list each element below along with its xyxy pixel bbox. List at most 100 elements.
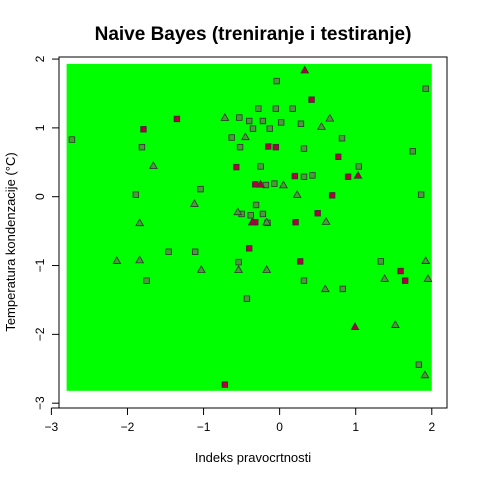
data-point-square [143,277,150,284]
data-point-square [249,125,257,132]
data-point-square [272,105,280,112]
data-point-triangle [262,265,272,273]
data-point-square [355,163,362,170]
data-point-triangle [390,320,400,328]
data-point-square [291,172,299,180]
data-point-triangle [350,322,360,331]
data-point-square [335,153,342,160]
data-point-square [401,277,409,284]
data-point-square [165,248,172,255]
data-point-square [297,120,305,127]
data-point-triangle [233,207,243,216]
data-point-square [191,248,199,255]
decision-region [66,63,432,391]
data-point-triangle [380,274,390,282]
data-point-triangle [112,256,122,264]
data-point-triangle [135,218,145,227]
data-point-square [308,96,315,103]
data-point-square [259,210,267,218]
data-point-square [257,163,264,170]
data-point-square [132,191,140,198]
data-point-triangle [262,217,272,226]
data-point-square [68,136,76,143]
y-tick-label: 2 [33,55,47,62]
data-point-triangle [256,179,266,188]
y-axis-label: Temperatura kondenzacije (°C) [3,152,18,331]
data-point-square [292,218,299,226]
y-tick-label: −1 [33,258,47,272]
data-point-square [247,212,254,219]
y-tick-label: 0 [33,193,47,200]
x-tick-label: 2 [428,420,435,434]
data-point-triangle [278,180,288,189]
data-point-square [173,115,181,123]
data-point-triangle [292,190,302,198]
x-tick-label: −1 [197,420,211,434]
data-point-triangle [316,121,326,130]
y-tick-label: 1 [33,124,47,131]
x-tick-label: 0 [276,420,283,434]
data-point-square [417,191,425,198]
x-tick-label: −2 [121,420,135,434]
x-axis-label: Indeks pravocrtnosti [195,450,311,465]
data-point-square [272,143,280,151]
data-point-square [409,148,416,155]
data-point-square [252,201,260,209]
y-axis: −3 −2 −1 0 1 2 [33,55,60,410]
chart-title: Naive Bayes (treniranje i testiranje) [95,24,412,45]
data-point-square [266,125,273,132]
data-point-square [300,145,308,152]
data-point-square [309,172,316,179]
data-point-triangle [135,255,145,264]
data-point-square [277,119,285,126]
data-point-triangle [320,284,330,293]
y-tick-label: −3 [33,396,47,410]
data-point-square [289,105,296,112]
data-point-triangle [300,65,310,74]
data-point-square [397,267,404,275]
data-point-square [273,77,280,85]
data-point-triangle [220,112,230,121]
data-point-triangle [240,132,250,141]
data-point-square [245,245,253,252]
x-axis: −3 −2 −1 0 1 2 [45,407,435,434]
data-point-square [328,192,336,199]
data-point-triangle [247,217,257,226]
data-point-triangle [325,113,335,122]
x-tick-label: 1 [352,420,359,434]
data-point-triangle [148,161,158,169]
data-point-triangle [189,198,199,207]
data-point-square [338,135,346,142]
data-point-square [236,143,244,151]
data-point-square [296,258,304,265]
data-point-square [138,143,146,151]
data-point-square [140,126,147,133]
data-point-square [233,163,240,171]
data-point-square [300,173,308,180]
data-point-square [344,173,352,180]
data-point-square [236,114,243,121]
data-point-square [235,258,242,266]
data-point-triangle [420,370,430,379]
data-point-square [265,143,272,150]
data-point-square [377,258,385,265]
x-tick-label: −3 [45,420,59,434]
points-layer [68,65,433,388]
data-point-square [422,85,429,92]
data-point-triangle [196,265,206,273]
data-point-triangle [234,265,244,273]
data-point-triangle [423,274,433,282]
y-tick-label: −2 [33,327,47,341]
data-point-triangle [421,256,431,264]
data-point-square [243,295,251,302]
data-point-square [228,134,235,141]
data-point-square [339,285,346,293]
data-point-triangle [353,170,363,179]
data-point-square [415,361,423,368]
data-point-square [271,180,278,187]
data-point-square [259,117,267,125]
data-point-square [245,117,253,125]
data-point-square [197,185,204,193]
